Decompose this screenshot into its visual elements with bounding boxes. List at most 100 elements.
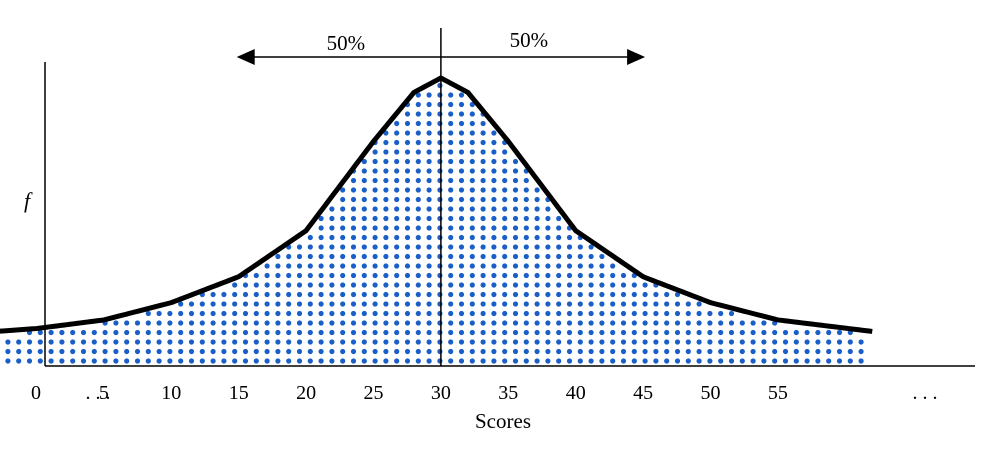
fill-dot [113,348,119,355]
fill-dot [599,263,605,269]
fill-dot [674,339,681,345]
fill-dot [458,215,465,222]
fill-dot [448,92,454,98]
fill-dot [696,339,702,345]
fill-dot [178,310,184,317]
fill-dot [102,329,108,336]
fill-dot [426,168,432,174]
fill-dot [318,358,324,364]
fill-dot [404,329,411,336]
fill-dot [502,272,508,279]
fill-dot [426,225,432,231]
fill-dot [383,282,389,288]
fill-dot [264,301,270,307]
fill-dot [242,358,249,364]
fill-dot [437,320,443,326]
fill-dot [545,263,551,269]
fill-dot [588,329,594,336]
fill-dot [286,310,292,317]
fill-dot [448,234,454,241]
fill-dot [534,225,540,231]
fill-dot [534,339,540,345]
fill-dot [145,339,151,345]
fill-dot [188,329,195,336]
fill-dot [523,234,529,241]
fill-dot [512,272,519,279]
fill-dot [772,339,778,345]
fill-dot [70,339,76,345]
fill-dot [437,234,443,241]
fill-dot [674,358,681,364]
fill-dot [318,320,324,326]
fill-dot [750,348,756,355]
fill-dot [383,329,389,336]
fill-dot [253,282,259,288]
fill-dot [426,215,432,222]
fill-dot [556,348,562,355]
fill-dot [415,301,421,307]
fill-dot [80,348,87,355]
fill-dot [350,253,357,260]
fill-dot [404,177,411,184]
fill-dot [404,158,411,165]
fill-dot [307,272,313,279]
fill-dot [469,149,475,155]
fill-dot [340,215,346,222]
fill-dot [329,234,335,241]
fill-dot [145,358,151,364]
fill-dot [556,263,562,269]
fill-dot [653,358,659,364]
fill-dot [415,215,421,222]
fill-dot [480,291,486,298]
fill-dot [437,272,443,279]
fill-dot [707,329,713,336]
fill-dot [480,187,486,193]
fill-dot [404,301,411,307]
right-arrowhead [627,49,646,65]
fill-dot [826,339,832,345]
fill-dot [545,282,551,288]
fill-dot [404,339,411,345]
fill-dot [534,310,540,317]
fill-dot [458,339,465,345]
fill-dot [469,320,475,326]
fill-dot [372,263,378,269]
fill-dot [534,196,540,203]
fill-dot [448,120,454,127]
fill-dot [718,339,724,345]
fill-dot [512,215,519,222]
fill-dot [318,253,324,260]
fill-dot [350,196,357,203]
fill-dot [437,244,443,250]
fill-dot [836,348,843,355]
fill-dot [458,253,465,260]
fill-dot [221,339,227,345]
fill-dot [156,358,162,364]
fill-dot [523,329,529,336]
fill-dot [534,253,540,260]
fill-dot [156,348,162,355]
fill-dot [318,215,324,222]
fill-dot [26,358,33,364]
fill-dot [437,301,443,307]
fill-dot [534,320,540,326]
fill-dot [437,215,443,222]
fill-dot [178,320,184,326]
fill-dot [437,120,443,127]
fill-dot [448,291,454,298]
fill-dot [480,358,486,364]
fill-dot [426,301,432,307]
fill-dot [361,177,367,184]
fill-dot [480,177,486,184]
fill-dot [404,130,411,136]
fill-dot [48,358,54,364]
fill-dot [426,139,432,146]
fill-dot [372,329,378,336]
fill-dot [404,263,411,269]
fill-dot [394,320,400,326]
fill-dot [653,301,659,307]
fill-dot [534,206,540,212]
fill-dot [480,244,486,250]
fill-dot [610,329,616,336]
fill-dot [426,348,432,355]
